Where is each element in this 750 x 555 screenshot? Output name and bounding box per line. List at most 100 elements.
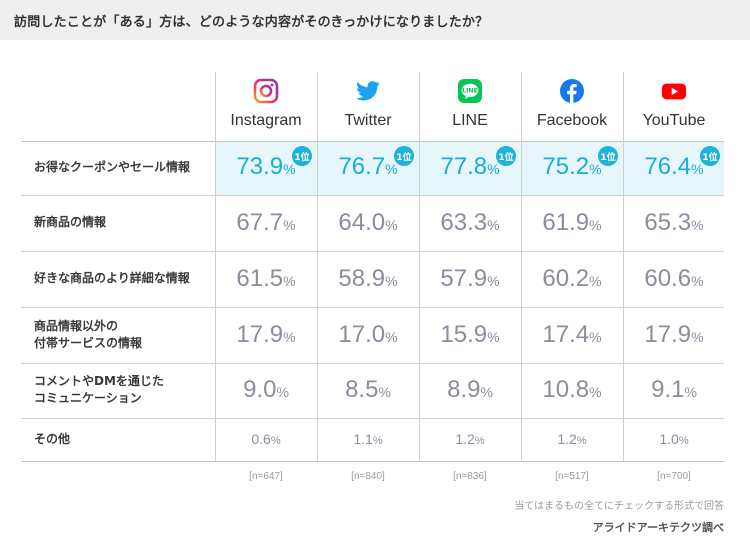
value-number: 0.6 (251, 431, 271, 448)
row-label-line: 付帯サービスの情報 (34, 335, 143, 350)
value-cell: 61.9% (522, 209, 622, 237)
percent-unit: % (487, 216, 500, 233)
value-cell: 60.6% (624, 265, 724, 293)
percent-unit: % (283, 272, 296, 289)
percent-unit: % (691, 328, 704, 345)
column-divider (623, 72, 624, 462)
value-cell: 63.3% (420, 209, 520, 237)
rank-badge: 1位 (496, 146, 516, 166)
sample-size-label: [n=647] (249, 471, 283, 482)
value-number: 17.9 (644, 320, 692, 348)
value-cell: 9.0% (216, 376, 316, 404)
percent-unit: % (378, 384, 391, 401)
row-label: 好きな商品のより詳細な情報 (34, 270, 190, 287)
percent-unit: % (576, 435, 587, 448)
percent-unit: % (589, 272, 602, 289)
value-number: 1.2 (557, 431, 577, 448)
value-cell: 15.9% (420, 321, 520, 349)
row-label-line: 商品情報以外の (34, 318, 119, 333)
row-label-line: コミュニケーション (34, 391, 142, 405)
percent-unit: % (589, 384, 602, 401)
twitter-icon (355, 78, 381, 104)
column-name: Twitter (344, 112, 392, 129)
column-divider (317, 72, 318, 462)
value-number: 60.6 (644, 264, 692, 292)
value-cell: 17.0% (318, 321, 418, 349)
row-divider (21, 363, 724, 364)
percent-unit: % (385, 272, 398, 289)
percent-unit: % (276, 384, 289, 401)
percent-unit: % (283, 216, 296, 233)
value-number: 8.9 (447, 376, 481, 404)
percent-unit: % (678, 435, 689, 448)
row-label: お得なクーポンやセール情報 (34, 159, 190, 176)
value-number: 17.9 (236, 320, 284, 348)
column-divider (215, 72, 216, 462)
value-cell: 10.8% (522, 376, 622, 404)
rank-badge: 1位 (292, 146, 312, 166)
column-name: YouTube (642, 112, 706, 129)
percent-unit: % (487, 161, 500, 178)
column-header-instagram: Instagram (216, 74, 316, 140)
youtube-icon (661, 78, 687, 104)
title-bar: 訪問したことが「ある」方は、どのような内容がそのきっかけになりましたか？ (0, 0, 750, 40)
footnote: 当てはまるもの全てにチェックする形式で回答 (514, 501, 724, 512)
value-number: 1.1 (353, 431, 373, 448)
value-number: 63.3 (440, 208, 488, 236)
row-label-line: 新商品の情報 (34, 215, 107, 229)
row-label-line: 好きな商品のより詳細な情報 (34, 271, 190, 285)
row-divider (21, 141, 724, 142)
percent-unit: % (385, 161, 398, 178)
facebook-icon (559, 78, 585, 104)
percent-unit: % (372, 435, 383, 448)
value-cell: 61.5% (216, 265, 316, 293)
row-divider (21, 461, 724, 462)
value-cell: 65.3% (624, 209, 724, 237)
percent-unit: % (589, 161, 602, 178)
row-divider (21, 307, 724, 308)
row-label: その他 (34, 431, 70, 448)
column-name: Facebook (536, 112, 608, 129)
value-number: 76.7 (338, 153, 386, 181)
value-number: 61.5 (236, 264, 284, 292)
column-name: LINE (452, 112, 488, 129)
column-header-youtube: YouTube (624, 74, 724, 140)
value-number: 61.9 (542, 208, 590, 236)
value-number: 9.0 (243, 376, 277, 404)
value-cell: 1.2% (420, 431, 520, 447)
value-cell: 58.9% (318, 265, 418, 293)
value-number: 64.0 (338, 208, 386, 236)
value-number: 60.2 (542, 264, 590, 292)
sample-size-label: [n=836] (453, 471, 487, 482)
value-number: 65.3 (644, 208, 692, 236)
row-divider (21, 195, 724, 196)
value-number: 73.9 (236, 153, 284, 181)
value-cell: 60.2% (522, 265, 622, 293)
value-cell: 73.9% (216, 153, 316, 181)
value-number: 1.2 (455, 431, 475, 448)
row-label-line: コメントやDMを通じた (34, 374, 164, 388)
value-cell: 67.7% (216, 209, 316, 237)
value-cell: 8.9% (420, 376, 520, 404)
value-number: 10.8 (542, 376, 590, 404)
percent-unit: % (480, 384, 493, 401)
value-number: 15.9 (440, 320, 488, 348)
value-number: 58.9 (338, 264, 386, 292)
row-label: 新商品の情報 (34, 214, 106, 231)
sample-size-label: [n=840] (351, 471, 385, 482)
value-cell: 9.1% (624, 376, 724, 404)
chart-title: 訪問したことが「ある」方は、どのような内容がそのきっかけになりましたか？ (14, 14, 489, 30)
row-divider (21, 418, 724, 419)
percent-unit: % (691, 216, 704, 233)
percent-unit: % (283, 328, 296, 345)
value-cell: 1.1% (318, 431, 418, 447)
value-number: 1.0 (659, 431, 679, 448)
rank-badge: 1位 (700, 146, 720, 166)
value-cell: 17.9% (216, 321, 316, 349)
percent-unit: % (684, 384, 697, 401)
value-number: 77.8 (440, 153, 488, 181)
column-name: Instagram (230, 112, 302, 129)
column-header-facebook: Facebook (522, 74, 622, 140)
